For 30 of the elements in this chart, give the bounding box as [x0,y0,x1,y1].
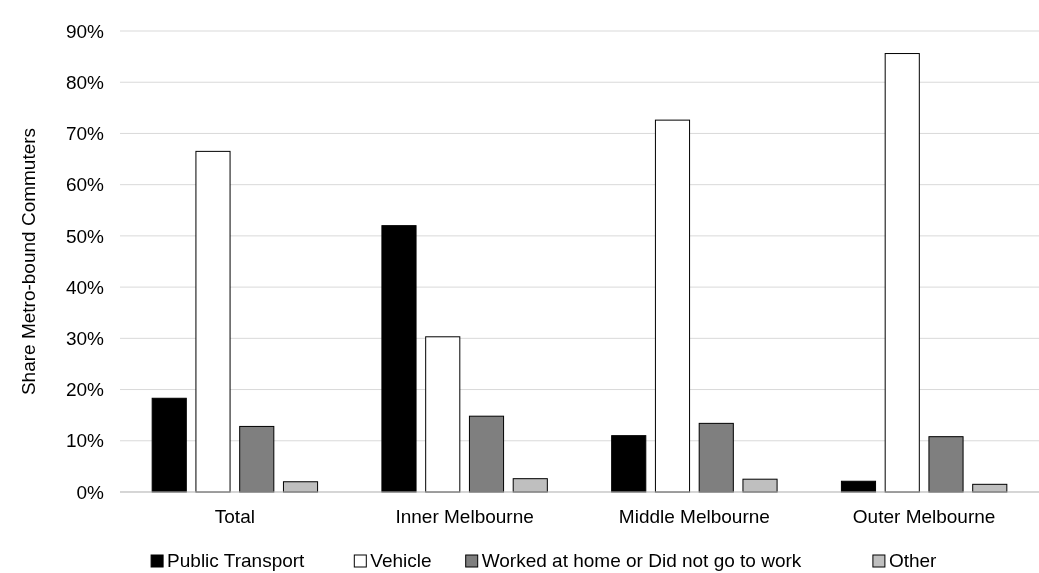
bar [884,53,920,493]
x-tick-label: Middle Melbourne [618,506,770,527]
x-tick-label: Total [214,506,255,527]
legend-label: Worked at home or Did not go to work [481,550,802,571]
x-tick-label: Outer Melbourne [852,506,996,527]
bar [425,336,461,493]
y-tick-label: 80% [65,71,105,93]
bar [654,119,691,493]
y-axis-title: Share Metro-bound Commuters [18,127,39,396]
bar [195,150,231,493]
legend-label: Other [888,550,938,571]
bar [239,425,275,493]
y-tick-label: 20% [65,379,105,401]
legend-label: Public Transport [167,550,306,571]
y-tick-label: 50% [65,225,105,247]
bar [468,415,505,493]
bar [698,422,734,493]
y-tick-label: 0% [76,481,105,503]
y-tick-label: 40% [65,276,105,298]
bar [151,397,187,493]
legend-label: Vehicle [370,550,432,571]
bar [381,225,417,493]
y-tick-label: 70% [65,123,105,145]
bar [928,436,964,493]
y-tick-label: 30% [65,327,105,349]
bar [611,435,647,493]
y-tick-label: 10% [65,430,105,452]
x-tick-label: Inner Melbourne [395,506,534,527]
y-tick-label: 90% [65,20,105,42]
y-tick-label: 60% [65,174,105,196]
